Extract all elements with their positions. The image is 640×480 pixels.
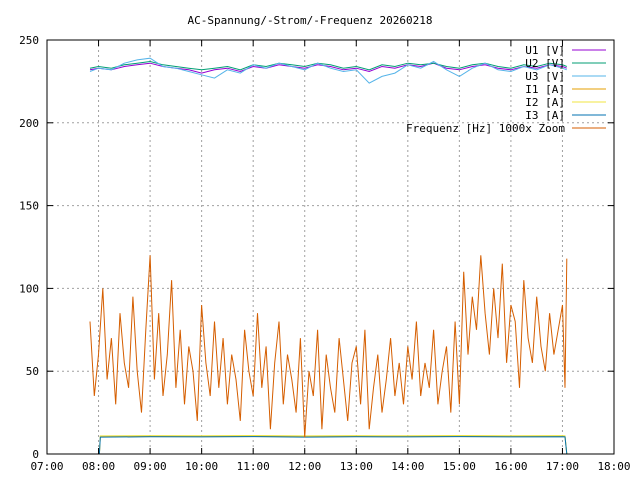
series-line-i1-a [96, 435, 568, 455]
y-tick-label: 0 [32, 448, 39, 461]
axes: 07:00 08:00 09:00 10:00 11:00 12:00 13:00 14:00… [19, 34, 630, 473]
series-line-u2-v [89, 60, 567, 71]
x-tick-label: 08:00 [82, 460, 115, 473]
series-line-u3-v [89, 57, 567, 84]
x-tick-label: 14:00 [391, 460, 424, 473]
x-tick-label: 17:00 [546, 460, 579, 473]
x-tick-label: 13:00 [340, 460, 373, 473]
y-tick-label: 50 [26, 365, 39, 378]
chart-title: AC-Spannung/-Strom/-Frequenz 20260218 [187, 14, 432, 27]
x-tick-label: 10:00 [185, 460, 218, 473]
legend-label-u3-v: U3 [V] [525, 70, 565, 83]
series-lines [89, 57, 568, 455]
y-tick-label: 100 [19, 282, 39, 295]
x-tick-label: 15:00 [443, 460, 476, 473]
x-tick-label: 07:00 [30, 460, 63, 473]
series-line-i2-a [96, 434, 568, 455]
legend-label-u1-v: U1 [V] [525, 44, 565, 57]
legend-label-i2-a: I2 [A] [525, 96, 565, 109]
legend-label-i3-a: I3 [A] [525, 109, 565, 122]
y-tick-label: 200 [19, 117, 39, 130]
y-tick-label: 150 [19, 200, 39, 213]
grid [47, 40, 614, 454]
legend: U1 [V]U2 [V]U3 [V]I1 [A]I2 [A]I3 [A]Freq… [406, 44, 606, 135]
series-line-frequenz-hz-1000x-zoom [89, 255, 568, 438]
y-tick-label: 250 [19, 34, 39, 47]
x-tick-label: 11:00 [237, 460, 270, 473]
series-line-i3-a [96, 436, 568, 455]
legend-label-i1-a: I1 [A] [525, 83, 565, 96]
x-tick-label: 16:00 [494, 460, 527, 473]
x-tick-label: 09:00 [134, 460, 167, 473]
x-tick-label: 18:00 [597, 460, 630, 473]
plot-frame [46, 39, 615, 455]
x-tick-label: 12:00 [288, 460, 321, 473]
legend-label-u2-v: U2 [V] [525, 57, 565, 70]
legend-label-frequenz-hz-1000x-zoom: Frequenz [Hz] 1000x Zoom [406, 122, 565, 135]
